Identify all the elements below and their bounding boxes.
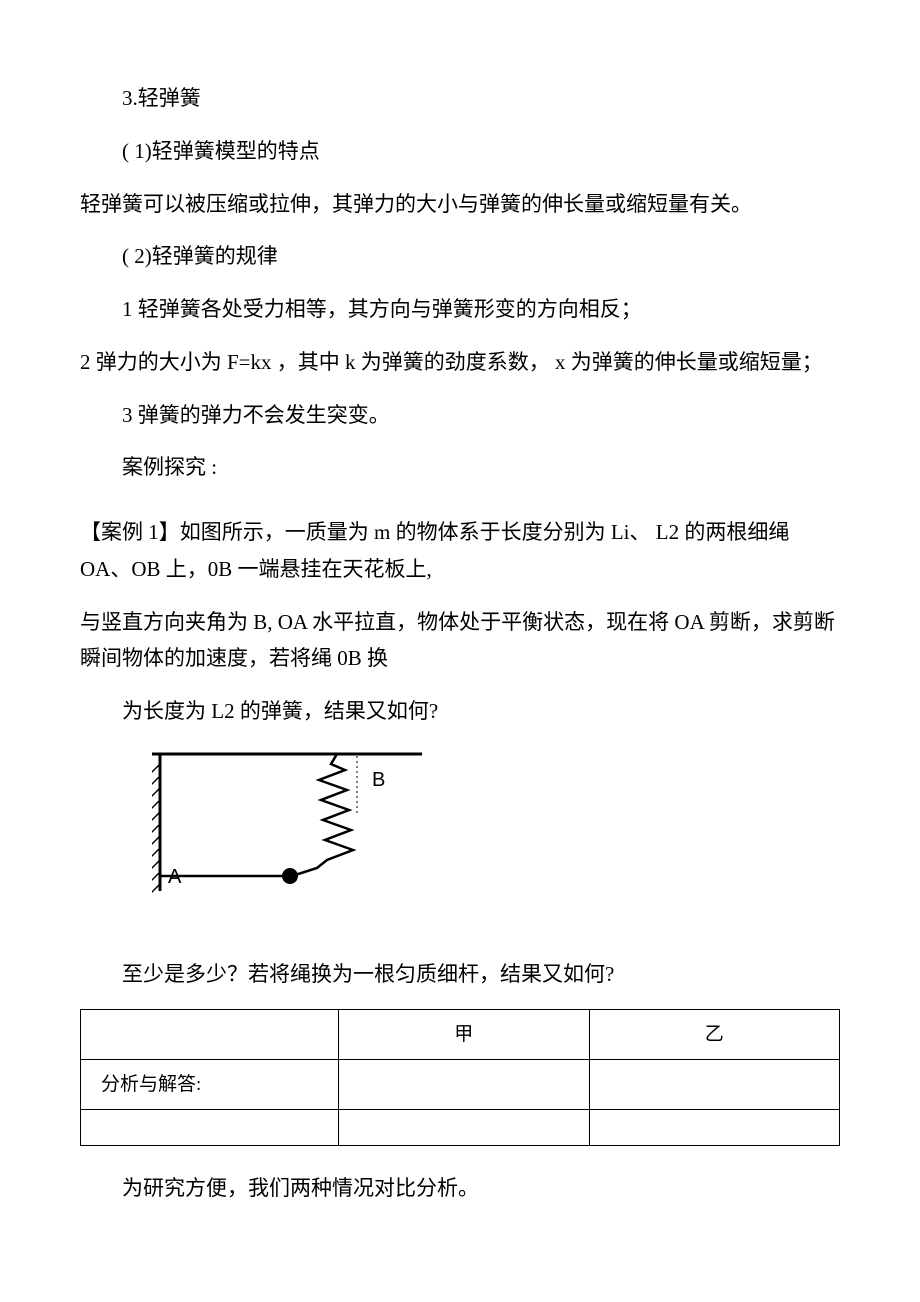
table-header-yi: 乙 xyxy=(589,1009,839,1059)
table-row: 甲 乙 xyxy=(81,1009,840,1059)
table-cell xyxy=(81,1110,339,1146)
table-cell xyxy=(339,1059,589,1109)
section-3-2-rule-3: 3 弹簧的弹力不会发生突变。 xyxy=(80,397,840,434)
table-header-blank xyxy=(81,1009,339,1059)
diagram-label-b: B xyxy=(372,769,385,791)
section-3-1-body: 轻弹簧可以被压缩或拉伸，其弹力的大小与弹簧的伸长量或缩短量有关。 xyxy=(80,186,840,223)
spring-diagram: A B xyxy=(80,746,840,916)
case1-line-c: 为长度为 L2 的弹簧，结果又如何? xyxy=(80,693,840,730)
spring-diagram-svg: A B xyxy=(152,746,422,916)
table-row xyxy=(81,1110,840,1146)
after-table-para: 为研究方便，我们两种情况对比分析。 xyxy=(80,1170,840,1207)
table-cell xyxy=(339,1110,589,1146)
diagram-label-a: A xyxy=(168,866,182,888)
table-cell xyxy=(589,1059,839,1109)
section-3-title: 3.轻弹簧 xyxy=(80,80,840,117)
case1-line-d: 至少是多少？若将绳换为一根匀质细杆，结果又如何? xyxy=(80,956,840,993)
table-row-label: 分析与解答: xyxy=(81,1059,339,1109)
section-3-2-title: ( 2)轻弹簧的规律 xyxy=(80,238,840,275)
section-3-1-title: ( 1)轻弹簧模型的特点 xyxy=(80,133,840,170)
comparison-table: 甲 乙 分析与解答: xyxy=(80,1009,840,1147)
case-heading: 案例探究 : xyxy=(80,449,840,486)
case1-line-b: 与竖直方向夹角为 B, OA 水平拉直，物体处于平衡状态，现在将 OA 剪断，求… xyxy=(80,604,840,678)
table-cell xyxy=(589,1110,839,1146)
case1-line-a: 【案例 1】如图所示，一质量为 m 的物体系于长度分别为 Li、 L2 的两根细… xyxy=(80,514,840,588)
section-3-2-rule-2: 2 弹力的大小为 F=kx ，其中 k 为弹簧的劲度系数， x 为弹簧的伸长量或… xyxy=(80,344,840,381)
section-3-2-rule-1: 1 轻弹簧各处受力相等，其方向与弹簧形变的方向相反； xyxy=(80,291,840,328)
table-header-jia: 甲 xyxy=(339,1009,589,1059)
table-row: 分析与解答: xyxy=(81,1059,840,1109)
